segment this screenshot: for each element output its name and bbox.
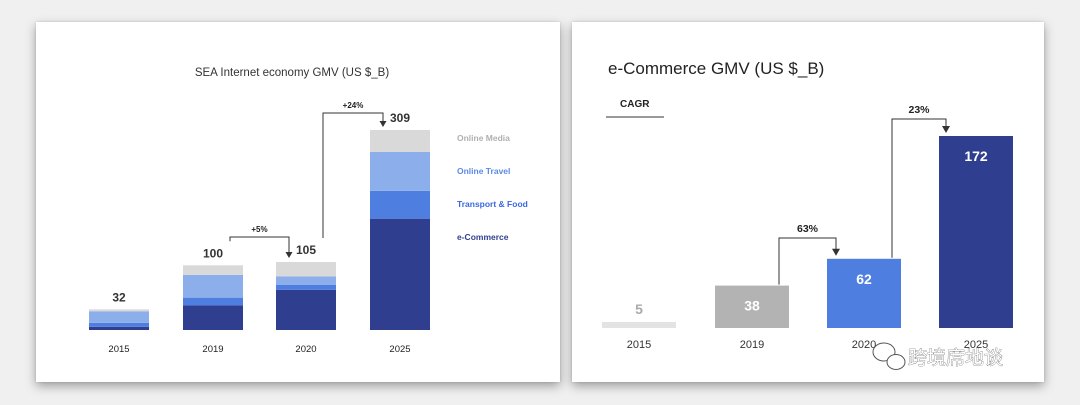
bar-segment-transport-food-2019 [183,297,243,306]
growth-arrowhead-2019-2020 [285,252,293,259]
legend-item-online-travel: Online Travel [457,166,510,176]
sea-gmv-chart: SEA Internet economy GMV (US $_B) 2015 32… [89,67,528,355]
bar-segment-e-commerce-2025 [370,218,430,330]
bar-segment-online-travel-2015 [89,311,149,323]
ecommerce-gmv-chart-title: e-Commerce GMV (US $_B) [608,59,824,78]
growth-label-2020-2025: 23% [908,104,930,116]
growth-bracket-2020-2025 [891,118,947,258]
total-label-2019: 100 [203,246,223,260]
bar-segment-online-media-2025 [370,130,430,153]
x-tick-label-2020: 2020 [295,344,316,355]
bar-2015 [602,322,676,328]
growth-arrowhead-2020-2025 [942,126,950,133]
bar-segment-online-media-2015 [89,309,149,312]
total-label-2020: 105 [296,243,316,257]
bar-segment-online-travel-2019 [183,274,243,298]
bar-segment-online-media-2020 [276,262,336,277]
legend-item-online-media: Online Media [457,133,510,143]
growth-label-2019-2020: 63% [797,223,819,235]
legend-item-e-commerce: e-Commerce [457,232,509,242]
x-tick-label-2015: 2015 [627,339,651,351]
growth-bracket-2019-2020 [778,237,837,285]
x-tick-label-2025: 2025 [964,339,988,351]
bar-segment-online-media-2019 [183,265,243,275]
growth-arrowhead-2020-2025 [379,121,387,127]
value-label-2025: 172 [964,148,988,164]
bar-segment-transport-food-2020 [276,284,336,290]
growth-arrowhead-2019-2020 [832,248,840,256]
x-tick-label-2019: 2019 [740,339,764,351]
growth-label-2020-2025: +24% [343,101,364,110]
bar-segment-online-travel-2020 [276,276,336,285]
sea-gmv-chart-title: SEA Internet economy GMV (US $_B) [195,67,389,79]
bar-2025 [939,136,1013,328]
total-label-2025: 309 [390,111,410,125]
growth-bracket-2020-2025 [322,112,384,239]
legend-item-transport-food: Transport & Food [457,199,528,209]
bar-2020 [827,258,901,328]
sea-gmv-slide: SEA Internet economy GMV (US $_B) 2015 32… [36,22,560,382]
bar-segment-transport-food-2015 [89,322,149,327]
x-tick-label-2025: 2025 [389,344,410,355]
total-label-2015: 32 [112,290,126,304]
bar-2019 [715,285,789,328]
bar-segment-e-commerce-2015 [89,326,149,330]
value-label-2019: 38 [744,298,760,314]
growth-label-2019-2020: +5% [251,225,267,234]
ecommerce-gmv-chart: e-Commerce GMV (US $_B) CAGR 5 2015 38 2019… [602,59,1013,351]
value-label-2020: 62 [856,271,872,287]
bar-segment-e-commerce-2020 [276,289,336,330]
ecommerce-gmv-slide: e-Commerce GMV (US $_B) CAGR 5 2015 38 2019… [572,22,1044,382]
bar-segment-online-travel-2025 [370,152,430,191]
value-label-2015: 5 [635,301,643,317]
growth-bracket-2019-2020 [229,236,290,256]
x-tick-label-2020: 2020 [852,339,876,351]
cagr-label: CAGR [620,99,650,110]
x-tick-label-2015: 2015 [108,344,129,355]
bar-segment-e-commerce-2019 [183,305,243,330]
bar-segment-transport-food-2025 [370,190,430,219]
x-tick-label-2019: 2019 [202,344,223,355]
